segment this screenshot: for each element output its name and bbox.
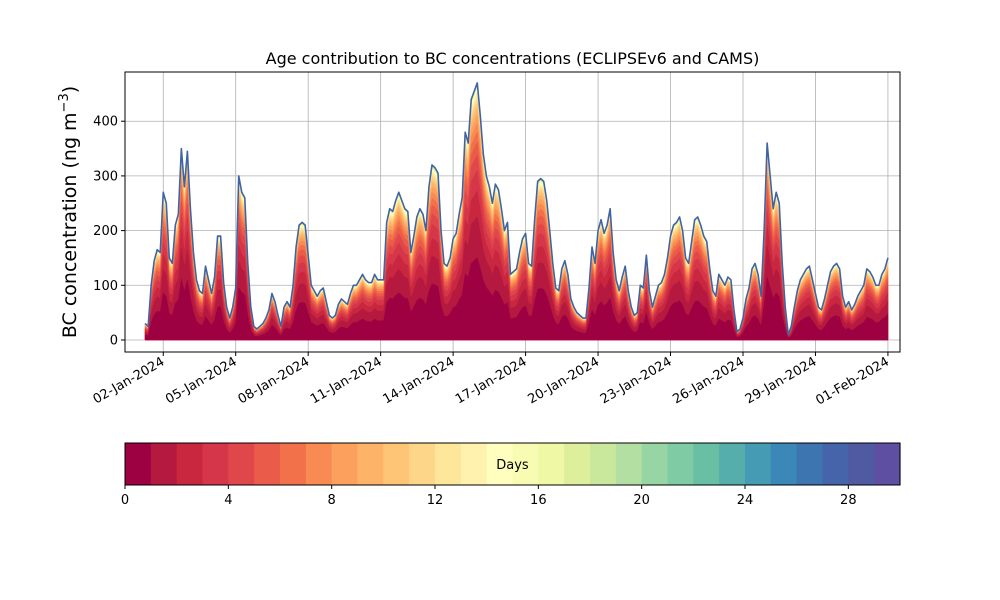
y-axis-label-main: BC concentration (ng m <box>59 112 81 338</box>
colorbar-swatch <box>796 443 824 485</box>
total-line-layer <box>144 82 889 336</box>
colorbar-tick-label: 20 <box>633 493 650 508</box>
colorbar-swatch <box>719 443 746 485</box>
colorbar-tick-label: 16 <box>530 493 547 508</box>
colorbar-swatch <box>357 443 384 485</box>
colorbar-swatch <box>202 443 229 485</box>
colorbar-swatch <box>822 443 849 485</box>
colorbar-tick-label: 4 <box>224 493 232 508</box>
colorbar-swatch <box>615 443 643 485</box>
y-axis-label: BC concentration (ng m−3) <box>57 86 81 338</box>
colorbar-tick-label: 24 <box>737 493 754 508</box>
colorbar-swatch <box>667 443 694 485</box>
y-tick-label: 300 <box>93 169 118 184</box>
colorbar-swatch <box>383 443 410 485</box>
x-tick-label: 08-Jan-2024 <box>236 354 313 407</box>
colorbar-swatch <box>486 443 514 485</box>
colorbar-frame <box>124 442 901 486</box>
x-axis: 02-Jan-202405-Jan-202408-Jan-202411-Jan-… <box>91 352 892 408</box>
y-axis-label-superscript: −3 <box>57 93 72 112</box>
colorbar-swatch <box>538 443 565 485</box>
x-tick-label: 29-Jan-2024 <box>743 354 820 407</box>
colorbar-swatch <box>874 443 901 485</box>
y-axis: 0 100 200 300 400 <box>93 115 125 348</box>
x-tick-label: 23-Jan-2024 <box>598 354 675 407</box>
colorbar: 0 4 8 12 16 20 24 28 <box>121 442 901 508</box>
y-axis-label-close: ) <box>59 86 81 93</box>
colorbar-swatch <box>409 443 436 485</box>
grid-lines <box>125 72 900 352</box>
y-tick-label: 200 <box>93 224 118 239</box>
colorbar-swatch <box>228 443 255 485</box>
colorbar-swatch <box>305 443 333 485</box>
colorbar-swatch <box>641 443 669 485</box>
chart-title: Age contribution to BC concentrations (E… <box>266 49 760 68</box>
x-tick-label: 14-Jan-2024 <box>381 354 458 407</box>
colorbar-swatch <box>848 443 875 485</box>
colorbar-swatch <box>254 443 281 485</box>
age-stacked-areas <box>144 82 889 341</box>
x-tick-label: 17-Jan-2024 <box>453 354 530 407</box>
colorbar-swatch <box>176 443 204 485</box>
colorbar-swatch <box>745 443 772 485</box>
colorbar-swatch <box>693 443 720 485</box>
colorbar-swatch <box>564 443 591 485</box>
total-line <box>144 82 889 336</box>
x-tick-label: 05-Jan-2024 <box>163 354 240 407</box>
y-tick-label: 0 <box>110 333 118 348</box>
x-tick-label: 02-Jan-2024 <box>91 354 168 407</box>
age-band-area <box>144 257 889 341</box>
y-tick-label: 400 <box>93 115 118 130</box>
colorbar-swatch <box>150 443 178 485</box>
colorbar-swatch <box>125 443 152 485</box>
colorbar-tick-label: 28 <box>840 493 857 508</box>
colorbar-label: Days <box>496 458 529 473</box>
y-tick-label: 100 <box>93 279 118 294</box>
colorbar-swatch <box>512 443 539 485</box>
x-tick-label: 01-Feb-2024 <box>813 354 892 408</box>
plot-frame <box>124 71 901 353</box>
colorbar-tick-label: 8 <box>328 493 336 508</box>
x-tick-label: 20-Jan-2024 <box>525 354 602 407</box>
colorbar-swatch <box>331 443 359 485</box>
colorbar-swatch <box>460 443 488 485</box>
colorbar-swatch <box>770 443 798 485</box>
x-tick-label: 26-Jan-2024 <box>670 354 747 407</box>
colorbar-tick-label: 0 <box>121 493 129 508</box>
colorbar-swatch <box>280 443 307 485</box>
colorbar-tick-label: 12 <box>427 493 444 508</box>
x-tick-label: 11-Jan-2024 <box>308 354 385 407</box>
colorbar-swatch <box>590 443 617 485</box>
colorbar-swatch <box>435 443 462 485</box>
